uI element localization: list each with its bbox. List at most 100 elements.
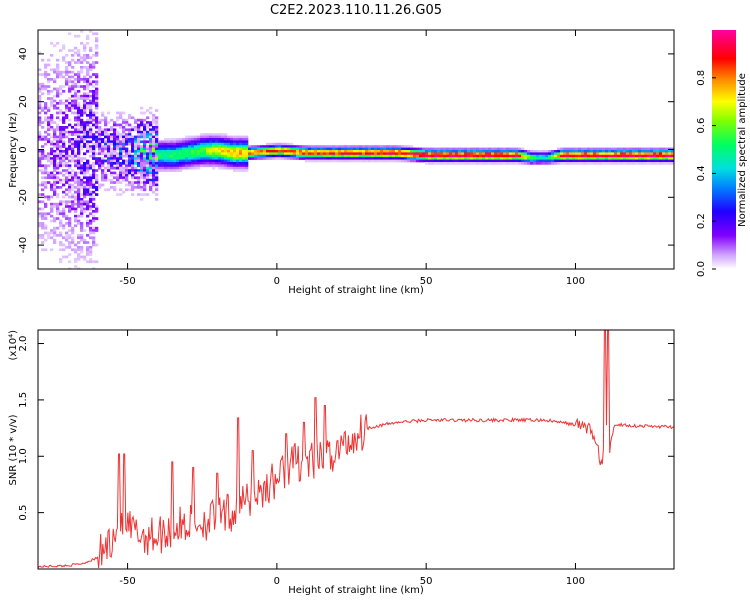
heatmap-cell (113, 154, 117, 158)
heatmap-cell (44, 171, 48, 175)
heatmap-cell (593, 150, 597, 153)
heatmap-cell (80, 186, 84, 189)
heatmap-cell (95, 181, 99, 184)
heatmap-cell (398, 152, 402, 156)
heatmap-cell (59, 154, 63, 158)
heatmap-cell (185, 152, 189, 156)
heatmap-cell (314, 145, 318, 148)
heatmap-cell (515, 150, 519, 153)
heatmap-cell (74, 97, 78, 100)
heatmap-cell (365, 147, 369, 151)
heatmap-cell (140, 106, 144, 110)
heatmap-cell (83, 111, 87, 115)
heatmap-cell (77, 183, 81, 187)
heatmap-cell (146, 152, 150, 156)
heatmap-cell (86, 248, 90, 252)
heatmap-cell (47, 63, 51, 67)
heatmap-cell (170, 159, 174, 163)
heatmap-cell (68, 70, 72, 74)
heatmap-cell (89, 219, 93, 223)
heatmap-cell (314, 147, 318, 151)
heatmap-cell (182, 142, 186, 146)
heatmap-cell (380, 147, 384, 151)
heatmap-cell (623, 162, 627, 165)
heatmap-cell (56, 171, 60, 175)
heatmap-cell (557, 157, 561, 160)
heatmap-cell (125, 138, 129, 141)
heatmap-cell (290, 150, 294, 153)
heatmap-cell (59, 186, 63, 189)
heatmap-cell (50, 121, 54, 124)
heatmap-cell (671, 147, 674, 151)
heatmap-cell (449, 150, 453, 153)
heatmap-cell (374, 152, 378, 156)
heatmap-cell (107, 169, 111, 172)
heatmap-cell (662, 150, 666, 153)
heatmap-cell (125, 183, 129, 187)
heatmap-cell (137, 171, 141, 175)
heatmap-cell (74, 171, 78, 175)
heatmap-cell (308, 157, 312, 160)
heatmap-cell (119, 169, 123, 172)
heatmap-cell (671, 162, 674, 165)
heatmap-cell (98, 186, 102, 189)
heatmap-cell (65, 176, 69, 180)
heatmap-cell (125, 154, 129, 158)
heatmap-cell (203, 133, 207, 136)
heatmap-cell (428, 159, 432, 163)
heatmap-cell (629, 159, 633, 163)
heatmap-cell (47, 80, 51, 84)
heatmap-cell (164, 142, 168, 146)
heatmap-cell (107, 154, 111, 158)
heatmap-cell (65, 238, 69, 242)
heatmap-cell (143, 126, 147, 129)
heatmap-cell (86, 128, 90, 132)
heatmap-cell (107, 111, 111, 115)
heatmap-cell (62, 150, 66, 153)
heatmap-cell (149, 171, 153, 175)
heatmap-cell (68, 207, 72, 211)
heatmap-cell (299, 152, 303, 156)
heatmap-cell (47, 198, 51, 201)
heatmap-cell (572, 159, 576, 163)
heatmap-cell (194, 166, 198, 170)
heatmap-cell (113, 121, 117, 124)
heatmap-cell (50, 150, 54, 153)
heatmap-cell (62, 56, 66, 60)
heatmap-cell (203, 145, 207, 148)
heatmap-cell (407, 157, 411, 160)
heatmap-cell (86, 166, 90, 170)
heatmap-cell (47, 138, 51, 141)
heatmap-cell (407, 152, 411, 156)
heatmap-cell (110, 126, 114, 129)
heatmap-cell (128, 181, 132, 184)
heatmap-cell (68, 109, 72, 112)
heatmap-cell (236, 142, 240, 146)
heatmap-cell (89, 99, 93, 103)
heatmap-cell (647, 152, 651, 156)
heatmap-cell (557, 150, 561, 153)
heatmap-cell (434, 152, 438, 156)
heatmap-cell (89, 222, 93, 225)
heatmap-cell (149, 128, 153, 132)
heatmap-cell (53, 202, 57, 206)
heatmap-cell (107, 140, 111, 144)
heatmap-cell (68, 85, 72, 88)
heatmap-cell (71, 49, 75, 52)
heatmap-cell (443, 162, 447, 165)
heatmap-cell (83, 109, 87, 112)
heatmap-cell (221, 164, 225, 168)
heatmap-cell (446, 157, 450, 160)
heatmap-cell (56, 195, 60, 199)
heatmap-cell (95, 174, 99, 177)
heatmap-cell (128, 135, 132, 139)
heatmap-cell (122, 126, 126, 129)
heatmap-cell (77, 157, 81, 160)
heatmap-cell (53, 219, 57, 223)
heatmap-cell (140, 181, 144, 184)
heatmap-cell (44, 214, 48, 218)
heatmap-cell (101, 138, 105, 141)
heatmap-cell (356, 150, 360, 153)
heatmap-cell (272, 142, 276, 146)
heatmap-cell (155, 166, 159, 170)
